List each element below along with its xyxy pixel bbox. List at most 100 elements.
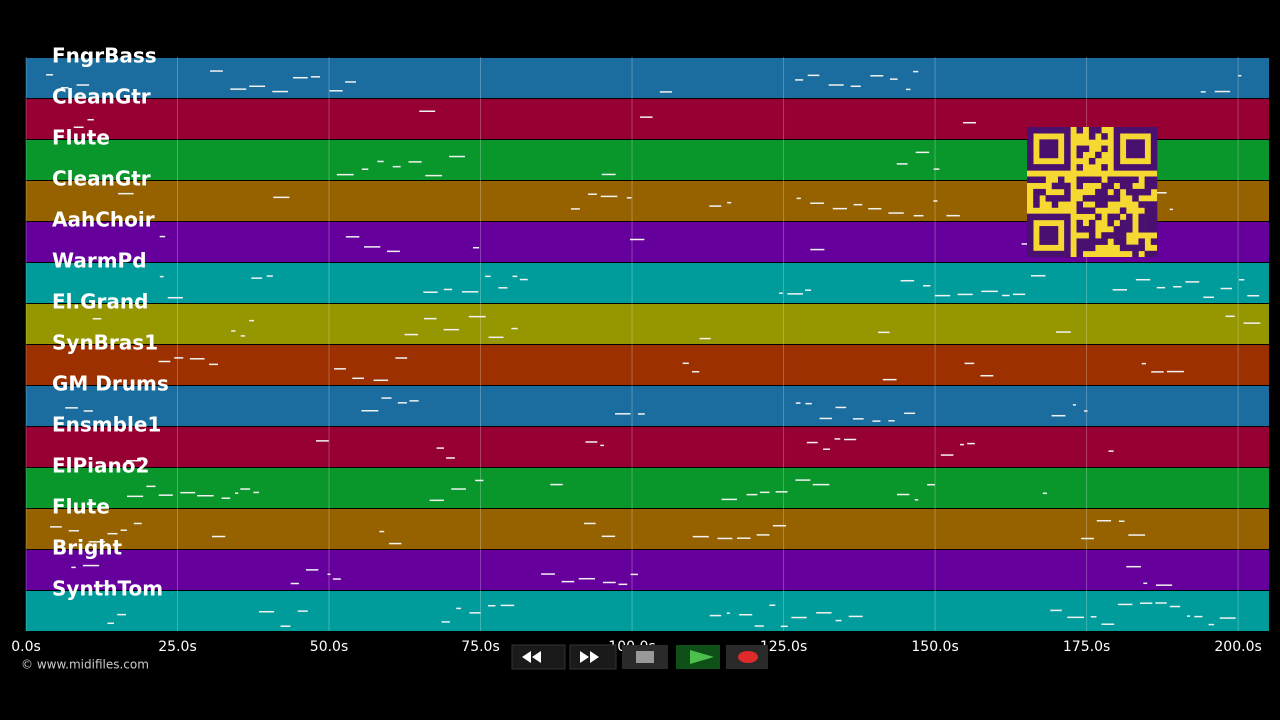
- qr-cell: [1144, 207, 1152, 214]
- qr-cell: [1045, 151, 1053, 159]
- qr-cell: [1051, 182, 1059, 190]
- note: [387, 250, 400, 253]
- note: [240, 335, 246, 337]
- qr-cell: [1039, 139, 1046, 146]
- fast-forward-button[interactable]: [569, 644, 617, 670]
- qr-cell: [1045, 139, 1053, 146]
- note: [794, 79, 804, 81]
- stop-button[interactable]: [622, 645, 668, 669]
- note: [1243, 322, 1261, 324]
- note: [334, 368, 346, 370]
- note: [870, 75, 884, 77]
- qr-cell: [1101, 238, 1108, 245]
- track-band: [26, 509, 1269, 549]
- note: [404, 333, 419, 336]
- track-name: CleanGtr: [52, 85, 151, 109]
- qr-cell: [1076, 151, 1084, 159]
- note: [443, 328, 460, 331]
- qr-cell: [1064, 213, 1071, 221]
- qr-cell: [1138, 219, 1145, 227]
- note: [759, 491, 770, 494]
- note: [159, 235, 166, 238]
- note: [780, 625, 788, 628]
- note: [1108, 450, 1114, 452]
- note: [449, 155, 465, 158]
- qr-cell: [1064, 188, 1071, 196]
- note: [585, 441, 598, 443]
- qr-cell: [1051, 145, 1059, 153]
- x-tick-label: 0.0s: [11, 639, 41, 655]
- qr-cell: [1126, 226, 1133, 233]
- qr-cell: [1150, 219, 1158, 227]
- qr-cell: [1113, 226, 1121, 233]
- qr-cell: [1027, 164, 1034, 171]
- note: [1128, 534, 1146, 536]
- x-tick-label: 25.0s: [158, 639, 196, 655]
- note: [107, 622, 114, 625]
- qr-cell: [1076, 207, 1084, 214]
- note: [637, 413, 645, 415]
- note: [251, 277, 263, 279]
- qr-cell: [1064, 238, 1071, 245]
- qr-cell: [1119, 232, 1127, 239]
- note: [1084, 410, 1088, 412]
- qr-cell: [1113, 195, 1121, 202]
- qr-cell: [1144, 250, 1152, 258]
- qr-cell: [1144, 182, 1152, 190]
- note: [159, 275, 164, 278]
- note: [964, 362, 975, 365]
- note: [570, 208, 580, 210]
- qr-cell: [1051, 238, 1059, 245]
- note: [981, 290, 998, 293]
- note: [158, 360, 171, 363]
- note: [46, 74, 54, 76]
- x-tick-label: 125.0s: [760, 639, 807, 655]
- qr-cell: [1113, 238, 1121, 245]
- track-band: [26, 550, 1269, 590]
- note: [293, 76, 308, 79]
- qr-cell: [1039, 250, 1046, 258]
- qr-cell: [1150, 250, 1158, 258]
- note: [796, 197, 801, 200]
- note: [87, 118, 94, 121]
- note: [888, 420, 895, 422]
- note: [1225, 315, 1235, 318]
- note: [253, 491, 259, 494]
- note: [963, 121, 977, 124]
- note: [395, 357, 408, 359]
- qr-cell: [1076, 176, 1084, 184]
- note: [1169, 605, 1181, 608]
- qr-cell: [1150, 213, 1158, 221]
- note: [361, 168, 369, 170]
- note: [805, 289, 811, 291]
- note: [68, 530, 79, 532]
- note: [519, 278, 528, 281]
- qr-cell: [1051, 164, 1059, 171]
- note: [769, 604, 776, 606]
- qr-cell: [1144, 188, 1152, 196]
- rewind-button[interactable]: [511, 644, 566, 670]
- qr-cell: [1113, 164, 1121, 171]
- note: [787, 293, 804, 295]
- x-tick-label: 50.0s: [310, 639, 348, 655]
- note: [249, 85, 266, 88]
- qr-cell: [1138, 238, 1145, 245]
- record-button[interactable]: [726, 645, 768, 669]
- note: [727, 201, 732, 204]
- qr-cell: [1126, 176, 1133, 184]
- note: [500, 604, 515, 607]
- qr-cell: [1076, 219, 1084, 227]
- note: [896, 163, 908, 165]
- note: [488, 336, 504, 339]
- note: [812, 483, 830, 486]
- note: [305, 569, 319, 571]
- note: [381, 397, 392, 399]
- note: [630, 573, 638, 576]
- play-button[interactable]: [676, 645, 720, 669]
- qr-cell: [1076, 127, 1084, 134]
- note: [717, 537, 733, 540]
- note: [807, 74, 820, 77]
- note: [960, 443, 964, 446]
- note: [889, 78, 898, 80]
- note: [60, 87, 69, 89]
